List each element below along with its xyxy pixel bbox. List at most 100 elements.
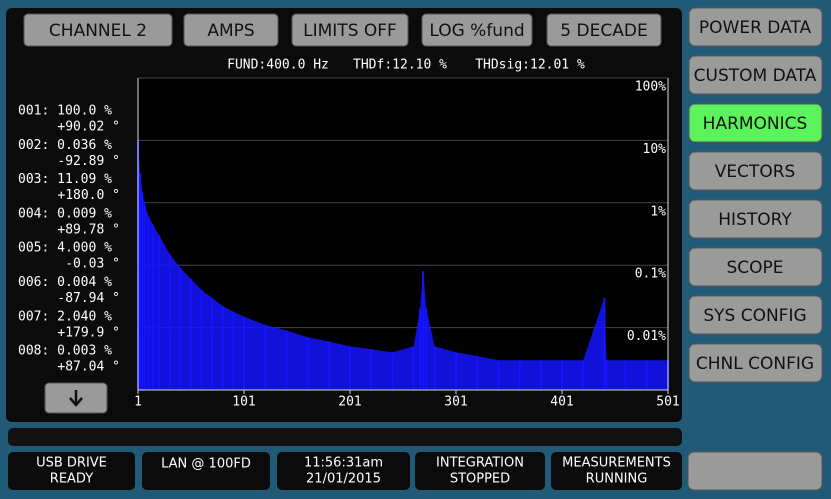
header-value: FUND:400.0 Hz [227,58,329,73]
tab-button[interactable] [183,13,279,47]
message-bar [8,428,682,446]
harmonic-phase: -92.89 ° [57,154,120,169]
header-value: THDsig:12.01 % [475,58,585,73]
harmonic-magnitude: 005: 4.000 % [18,241,112,256]
tab-button[interactable] [421,13,533,47]
bar [232,311,235,390]
menu-label: SCOPE [726,258,783,278]
header-value: THDf:12.10 % [353,58,447,73]
status-line: 11:56:31am [304,456,383,471]
bar [539,360,542,390]
harmonic-magnitude: 006: 0.004 % [18,275,112,290]
bar [147,216,150,390]
tab-button[interactable] [291,13,409,47]
menu-button[interactable] [688,7,823,47]
harmonic-magnitude: 001: 100.0 % [18,104,112,119]
arrow-icon [69,390,83,407]
bar [582,360,585,390]
bar [497,360,500,390]
bar [603,297,606,390]
harmonic-phase: +89.78 ° [57,222,120,237]
x-tick-label: 501 [656,395,679,410]
menu-button[interactable] [688,247,823,287]
bar [143,202,146,390]
menu-label: SYS CONFIG [703,306,806,326]
bar [418,308,421,390]
bar [285,330,288,390]
harmonic-phase: +87.04 ° [57,360,120,375]
bar [412,346,415,390]
menu-label: CUSTOM DATA [694,66,817,86]
harmonic-magnitude: 004: 0.009 % [18,206,112,221]
y-tick-label: 0.1% [635,267,666,282]
status-line: STOPPED [450,472,510,487]
status-line: INTEGRATION [436,456,524,471]
bar [425,308,428,390]
bar [422,271,425,390]
bar [306,337,309,390]
menu-label: CHNL CONFIG [696,354,814,374]
tab-label: LOG %fund [429,21,524,41]
status-box [551,452,682,490]
y-tick-label: 0.01% [627,329,666,344]
bar [211,297,214,390]
menu-label: HISTORY [718,210,792,230]
status-box [8,452,135,490]
tab-label: CHANNEL 2 [49,21,147,41]
bar [518,360,521,390]
status-box [415,452,545,490]
x-tick-label: 201 [338,395,361,410]
menu-label: VECTORS [715,162,796,182]
x-tick-label: 301 [444,395,467,410]
bar [476,356,479,390]
menu-label: POWER DATA [699,18,812,38]
harmonic-phase: +179.9 ° [57,325,120,340]
x-tick-label: 1 [134,395,142,410]
bar [151,224,154,390]
menu-button[interactable] [688,295,823,335]
bar [243,316,245,390]
harmonic-phase: -87.94 ° [57,291,120,306]
bar [190,279,192,390]
spectrum-area [138,140,668,390]
menu-button[interactable] [688,343,823,383]
tab-button[interactable] [546,13,662,47]
x-tick-label: 101 [232,395,255,410]
bar [433,346,436,390]
menu-button[interactable] [688,103,823,143]
status-line: LAN @ 100FD [161,457,251,472]
bar [139,173,142,390]
bar [221,306,224,390]
tab-label: AMPS [207,21,254,41]
harmonic-magnitude: 003: 11.09 % [18,172,112,187]
bar [327,341,330,390]
harmonic-magnitude: 008: 0.003 % [18,344,112,359]
bar [645,360,648,390]
tab-button[interactable] [23,13,173,47]
bar [200,290,203,390]
status-line: RUNNING [586,472,648,487]
bar [349,346,351,390]
bar [168,254,171,390]
bar [370,349,373,390]
menu-button[interactable] [688,199,823,239]
menu-button[interactable] [688,55,823,95]
status-box [277,452,410,490]
menu-label: HARMONICS [703,114,808,134]
bar [141,191,144,390]
bar [605,360,608,390]
bar [391,352,394,390]
bar [455,352,457,390]
status-line: MEASUREMENTS [562,456,671,471]
y-tick-label: 10% [643,142,667,157]
tab-label: 5 DECADE [560,21,647,41]
status-line: READY [50,472,93,487]
tab-label: LIMITS OFF [303,21,397,41]
x-tick-label: 401 [550,395,573,410]
harmonic-magnitude: 007: 2.040 % [18,309,112,324]
bar [264,325,267,390]
y-tick-label: 1% [650,204,666,219]
status-line: 21/01/2015 [306,472,381,487]
menu-button[interactable] [688,151,823,191]
